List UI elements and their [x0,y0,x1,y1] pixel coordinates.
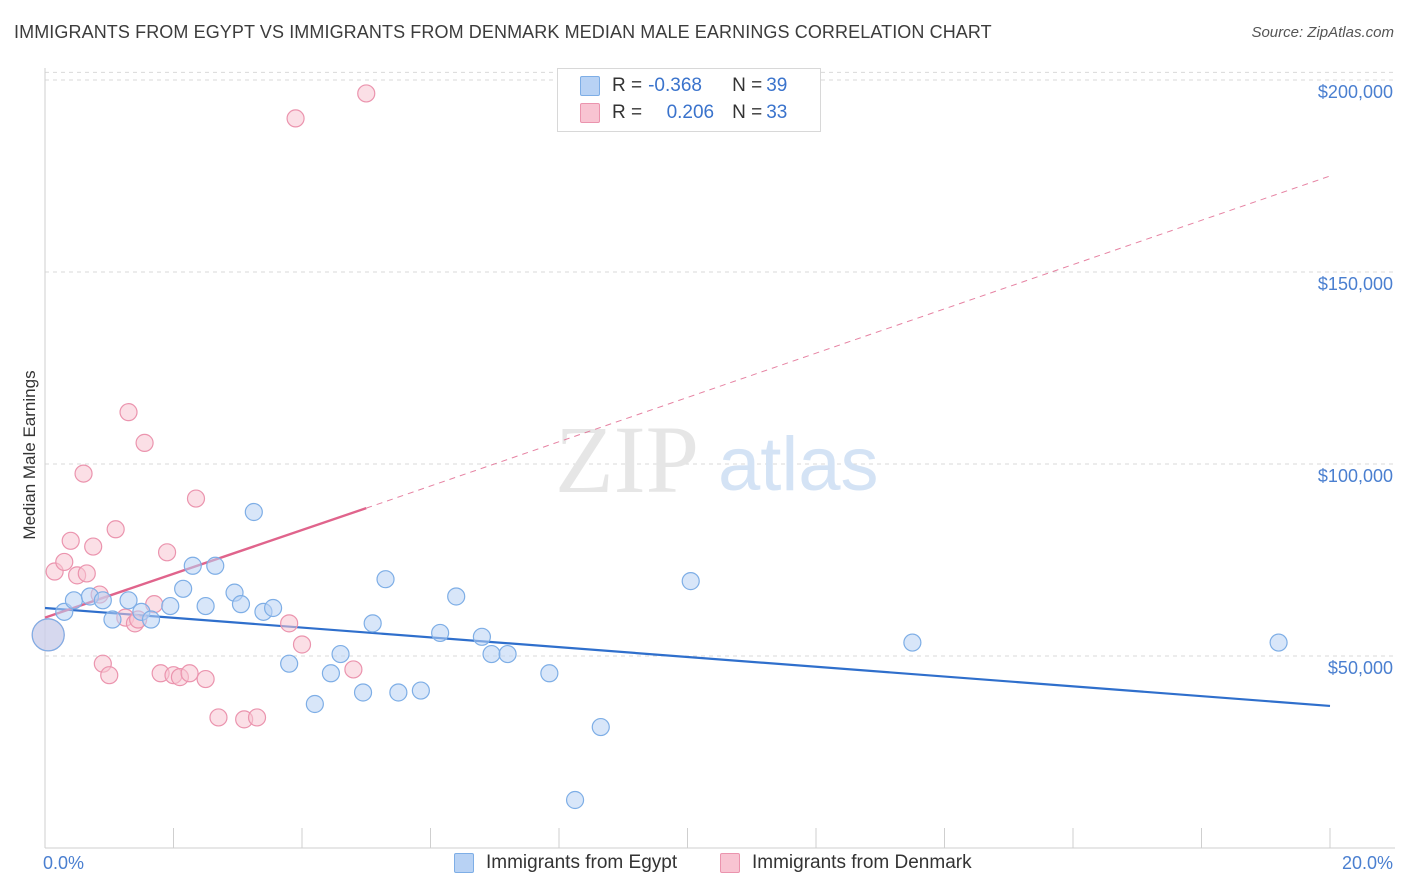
denmark-point [280,614,299,633]
denmark-n-label: N = [732,102,763,123]
denmark-point [344,660,363,679]
egypt-point [447,587,466,606]
denmark-point [196,669,215,689]
y-tick-label: $150,000 [1318,274,1393,294]
egypt-swatch [580,76,600,96]
egypt-point [231,595,251,614]
denmark-point [100,666,119,685]
x-tick-label: 20.0% [1342,853,1393,873]
egypt-point [196,596,215,616]
axis-layer [44,68,1395,849]
egypt-point [376,570,395,589]
points-layer [31,84,1288,810]
egypt-n-label: N = [732,75,763,96]
y-axis-label: Median Male Earnings [20,370,39,539]
chart-title: IMMIGRANTS FROM EGYPT VS IMMIGRANTS FROM… [14,22,992,42]
egypt-point [161,596,180,616]
egypt-point [540,664,559,683]
egypt-point [482,644,501,664]
egypt-point [431,623,450,643]
bottom-legend-denmark: Immigrants from Denmark [720,852,972,874]
legend-row-egypt: R = -0.368 N = 39 [580,73,787,99]
egypt-point [141,610,161,629]
egypt-n-value: 39 [766,75,788,96]
egypt-point [93,591,112,610]
egypt-point [183,556,202,575]
egypt-point [565,790,585,810]
egypt-point [31,618,65,652]
legend-row-denmark: R = 0.206 N = 33 [580,100,787,126]
y-tick-label: $200,000 [1318,82,1393,102]
bottom-egypt-swatch [454,853,474,873]
chart-source: Source: ZipAtlas.com [1251,24,1394,41]
egypt-r-value: -0.368 [648,75,702,96]
denmark-r-value: 0.206 [666,102,715,123]
egypt-point [498,644,517,664]
denmark-point [180,664,199,683]
egypt-point [103,610,122,629]
egypt-point [363,614,382,633]
watermark-atlas: atlas [718,422,879,507]
bottom-denmark-label: Immigrants from Denmark [752,852,972,873]
egypt-point [174,579,193,598]
egypt-point [903,633,922,652]
egypt-point [591,717,610,737]
denmark-point [157,543,177,562]
denmark-point [286,109,305,128]
denmark-point [357,84,376,103]
denmark-point [55,552,74,572]
egypt-trend-line [44,606,1331,708]
bottom-egypt-label: Immigrants from Egypt [486,852,678,873]
y-tick-label: $50,000 [1328,658,1393,678]
denmark-point [74,464,93,483]
egypt-point [681,572,700,591]
correlation-legend: R = -0.368 N = 39 R = 0.206 N = 33 [557,68,821,132]
watermark-zip: ZIP [555,406,699,513]
egypt-r-label: R = [612,75,643,96]
egypt-point [353,683,373,702]
denmark-trend-extension [366,175,1331,509]
egypt-point [280,654,299,673]
bottom-legend-egypt: Immigrants from Egypt [454,852,677,874]
egypt-point [411,681,430,700]
egypt-point [389,683,408,702]
denmark-point [84,537,103,556]
egypt-point [1269,633,1288,652]
egypt-point [472,627,491,646]
denmark-point [186,489,206,508]
denmark-point [292,635,312,654]
denmark-point [209,708,228,727]
egypt-point [305,694,324,714]
denmark-point [106,520,125,539]
denmark-swatch [580,103,600,123]
x-tick-label: 0.0% [43,853,84,873]
egypt-point [119,591,138,610]
egypt-point [206,556,225,575]
denmark-n-value: 33 [766,102,788,123]
denmark-point [77,564,96,583]
egypt-point [64,591,84,610]
denmark-point [61,531,80,550]
tick-label-layer: $50,000 $100,000 $150,000 $200,000 0.0% 20.0% [43,82,1393,873]
egypt-point [244,502,263,522]
bottom-denmark-swatch [720,853,740,873]
denmark-r-label: R = [612,102,643,123]
denmark-point [247,708,267,727]
grid-layer [45,71,1395,657]
egypt-point [263,598,283,618]
denmark-point [135,433,154,452]
egypt-point [321,664,341,683]
egypt-point [331,644,350,664]
y-tick-label: $100,000 [1318,466,1393,486]
denmark-point [119,403,138,422]
